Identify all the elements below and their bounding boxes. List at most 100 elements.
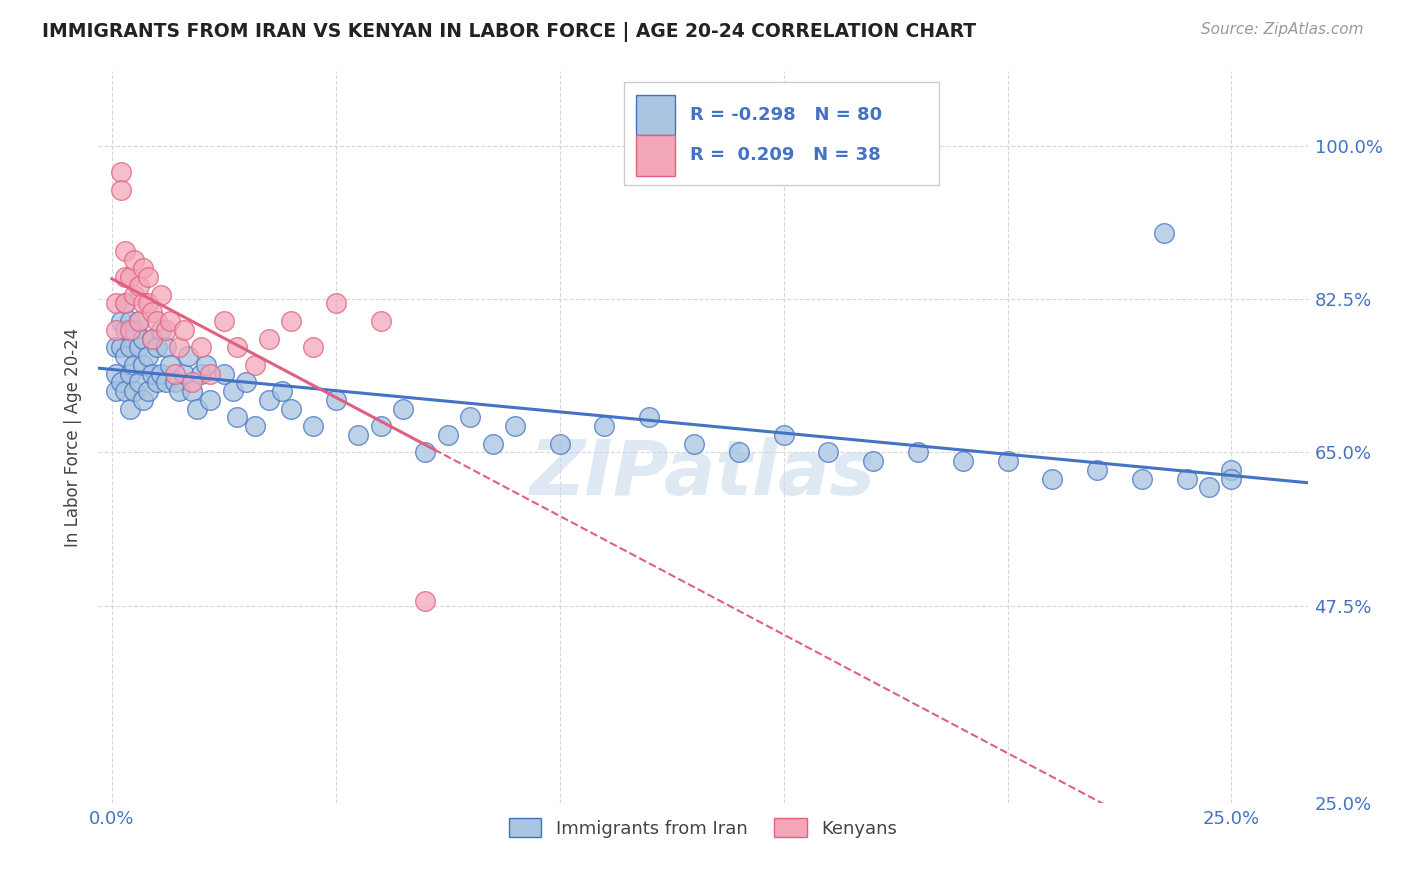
Point [159, 358, 181, 372]
Point [347, 428, 370, 442]
Point [190, 367, 212, 381]
Point [415, 594, 437, 608]
Point [167, 384, 190, 398]
Point [271, 384, 294, 398]
Point [163, 376, 186, 390]
Point [136, 296, 159, 310]
Point [907, 445, 929, 459]
Point [150, 367, 173, 381]
Point [1085, 463, 1108, 477]
Point [114, 296, 136, 310]
Point [105, 323, 128, 337]
Point [128, 340, 150, 354]
Point [110, 165, 132, 179]
Point [122, 287, 145, 301]
Point [862, 454, 884, 468]
Point [155, 376, 177, 390]
Point [110, 183, 132, 197]
Point [1220, 472, 1243, 486]
Point [145, 376, 167, 390]
Point [1040, 472, 1063, 486]
Point [186, 401, 208, 416]
Point [200, 367, 222, 381]
Point [105, 340, 128, 354]
Text: ZIPatlas: ZIPatlas [530, 437, 876, 510]
Point [141, 367, 163, 381]
Point [114, 384, 136, 398]
Point [181, 376, 204, 390]
Text: R =  0.209   N = 38: R = 0.209 N = 38 [690, 146, 880, 164]
Point [132, 296, 155, 310]
Point [155, 340, 177, 354]
Point [817, 445, 839, 459]
Point [132, 358, 155, 372]
Point [370, 419, 392, 434]
Point [167, 340, 190, 354]
Point [325, 296, 347, 310]
Point [212, 314, 235, 328]
Point [683, 436, 706, 450]
Point [114, 323, 136, 337]
Point [150, 323, 173, 337]
Point [1175, 472, 1198, 486]
Point [1220, 463, 1243, 477]
Point [141, 305, 163, 319]
Point [325, 392, 347, 407]
Y-axis label: In Labor Force | Age 20-24: In Labor Force | Age 20-24 [65, 327, 83, 547]
Point [997, 454, 1019, 468]
Point [772, 428, 794, 442]
Point [1130, 472, 1153, 486]
Point [110, 340, 132, 354]
Point [136, 349, 159, 363]
Point [132, 392, 155, 407]
Point [190, 340, 212, 354]
Point [370, 314, 392, 328]
Point [1153, 227, 1175, 241]
Point [222, 384, 245, 398]
Point [638, 410, 661, 425]
Point [194, 358, 217, 372]
Point [132, 261, 155, 276]
Point [114, 244, 136, 258]
Text: R = -0.298   N = 80: R = -0.298 N = 80 [690, 106, 882, 124]
Point [280, 401, 302, 416]
Point [118, 314, 141, 328]
Point [159, 314, 181, 328]
Point [145, 340, 167, 354]
Point [155, 323, 177, 337]
Point [503, 419, 526, 434]
Point [122, 358, 145, 372]
Point [105, 384, 128, 398]
Point [200, 392, 222, 407]
Point [173, 367, 195, 381]
Point [122, 323, 145, 337]
Point [114, 296, 136, 310]
Point [150, 287, 173, 301]
Point [136, 270, 159, 285]
Point [128, 279, 150, 293]
Point [226, 410, 249, 425]
Point [122, 252, 145, 267]
FancyBboxPatch shape [637, 95, 675, 136]
Point [727, 445, 749, 459]
Point [415, 445, 437, 459]
Point [128, 314, 150, 328]
Text: IMMIGRANTS FROM IRAN VS KENYAN IN LABOR FORCE | AGE 20-24 CORRELATION CHART: IMMIGRANTS FROM IRAN VS KENYAN IN LABOR … [42, 22, 976, 42]
Point [141, 332, 163, 346]
Point [593, 419, 616, 434]
Point [280, 314, 302, 328]
Point [257, 332, 280, 346]
Point [118, 367, 141, 381]
Point [118, 323, 141, 337]
Point [145, 314, 167, 328]
Legend: Immigrants from Iran, Kenyans: Immigrants from Iran, Kenyans [502, 811, 904, 845]
Point [141, 332, 163, 346]
Point [132, 332, 155, 346]
Point [458, 410, 481, 425]
Point [235, 376, 257, 390]
Point [226, 340, 249, 354]
FancyBboxPatch shape [624, 82, 939, 185]
Point [952, 454, 974, 468]
Point [163, 367, 186, 381]
Point [257, 392, 280, 407]
